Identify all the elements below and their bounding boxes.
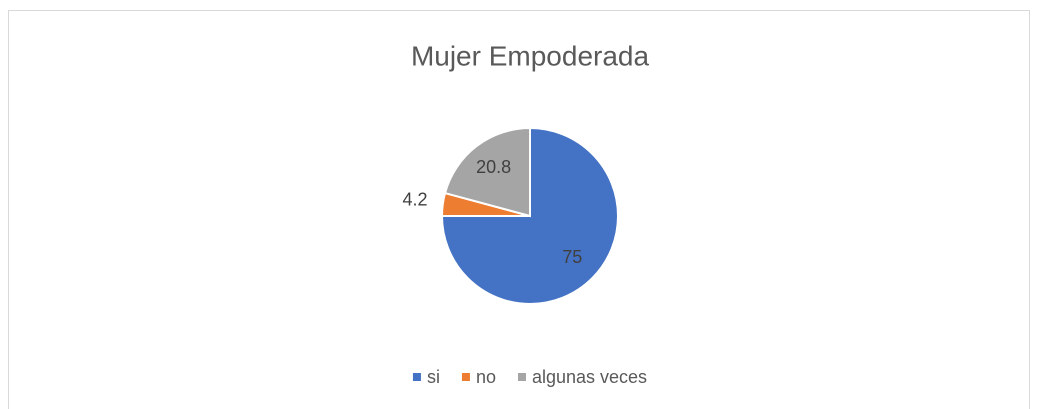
legend-label: algunas veces	[532, 367, 647, 387]
legend-swatch	[461, 373, 470, 381]
legend-swatch	[517, 373, 526, 381]
pie-slice	[443, 126, 531, 218]
chart-title: Mujer Empoderada	[411, 40, 650, 71]
data-label: 75	[562, 247, 582, 267]
legend-swatch	[412, 373, 421, 381]
data-label: 20.8	[476, 157, 511, 177]
legend-label: si	[427, 367, 440, 387]
data-label: 4.2	[402, 189, 427, 209]
legend-label: no	[476, 367, 496, 387]
